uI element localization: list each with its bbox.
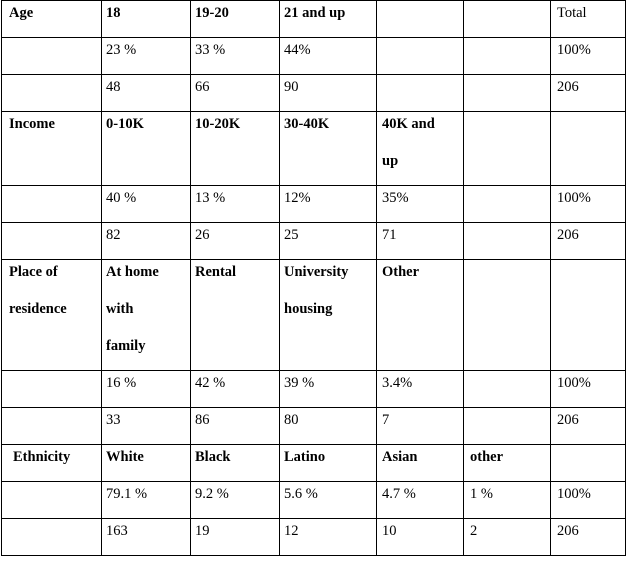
table-cell: 71 <box>376 222 464 260</box>
table-cell: 80 <box>279 407 377 445</box>
table-cell <box>1 370 102 408</box>
table-cell: At home with family <box>101 259 191 371</box>
table-cell: 19 <box>190 518 280 556</box>
table-cell: 206 <box>550 518 626 556</box>
table-cell: 33 % <box>190 37 280 75</box>
table-cell <box>463 0 551 38</box>
table-cell <box>550 111 626 186</box>
table-cell: 206 <box>550 222 626 260</box>
table-cell <box>1 74 102 112</box>
table-cell: 66 <box>190 74 280 112</box>
table-cell: 13 % <box>190 185 280 223</box>
table-cell: 4.7 % <box>376 481 464 519</box>
table-cell: 40 % <box>101 185 191 223</box>
table-row: 33 86 80 7 206 <box>1 407 626 445</box>
table-cell: 82 <box>101 222 191 260</box>
table-cell <box>1 518 102 556</box>
table-cell: 163 <box>101 518 191 556</box>
table-cell: 19-20 <box>190 0 280 38</box>
table-cell: White <box>101 444 191 482</box>
table-cell: 100% <box>550 37 626 75</box>
table-cell: University housing <box>279 259 377 371</box>
table-row: 16 % 42 % 39 % 3.4% 100% <box>1 370 626 408</box>
table-cell: 12% <box>279 185 377 223</box>
table-cell: 0-10K <box>101 111 191 186</box>
table-cell <box>376 0 464 38</box>
table-cell <box>463 185 551 223</box>
table-cell: Latino <box>279 444 377 482</box>
table-cell: 18 <box>101 0 191 38</box>
table-cell: 25 <box>279 222 377 260</box>
table-row-ethnicity-header: Ethnicity White Black Latino Asian other <box>1 444 626 482</box>
table-cell: other <box>463 444 551 482</box>
table-cell <box>1 481 102 519</box>
row-label-ethnicity: Ethnicity <box>1 444 102 482</box>
table-cell: 100% <box>550 481 626 519</box>
table-row: 82 26 25 71 206 <box>1 222 626 260</box>
table-row: 163 19 12 10 2 206 <box>1 518 626 556</box>
table-cell: 10-20K <box>190 111 280 186</box>
table-cell: 44% <box>279 37 377 75</box>
table-cell <box>1 185 102 223</box>
row-label-place-of-residence: Place of residence <box>1 259 102 371</box>
table-cell: 40K and up <box>376 111 464 186</box>
table-cell: 90 <box>279 74 377 112</box>
table-cell: 100% <box>550 185 626 223</box>
table-cell: 5.6 % <box>279 481 377 519</box>
table-row-residence-header: Place of residence At home with family R… <box>1 259 626 371</box>
table-cell <box>463 259 551 371</box>
table-cell <box>463 370 551 408</box>
table-cell: 1 % <box>463 481 551 519</box>
row-label-income: Income <box>1 111 102 186</box>
table-cell: 10 <box>376 518 464 556</box>
table-cell: 206 <box>550 74 626 112</box>
table-row: 48 66 90 206 <box>1 74 626 112</box>
table-cell <box>1 37 102 75</box>
table-cell: 86 <box>190 407 280 445</box>
table-cell: Black <box>190 444 280 482</box>
table-row: 79.1 % 9.2 % 5.6 % 4.7 % 1 % 100% <box>1 481 626 519</box>
table-cell <box>463 37 551 75</box>
table-cell: 3.4% <box>376 370 464 408</box>
table-cell: Other <box>376 259 464 371</box>
table-cell: 30-40K <box>279 111 377 186</box>
table-cell: 23 % <box>101 37 191 75</box>
total-header: Total <box>550 0 626 38</box>
table-cell: Asian <box>376 444 464 482</box>
table-cell <box>463 74 551 112</box>
table-cell: 100% <box>550 370 626 408</box>
row-label-age: Age <box>1 0 102 38</box>
table-cell <box>1 222 102 260</box>
table-row-income-header: Income 0-10K 10-20K 30-40K 40K and up <box>1 111 626 186</box>
table-cell: 206 <box>550 407 626 445</box>
table-cell: 9.2 % <box>190 481 280 519</box>
table-cell <box>1 407 102 445</box>
table-cell <box>550 444 626 482</box>
table-cell: Rental <box>190 259 280 371</box>
table-cell: 42 % <box>190 370 280 408</box>
table-cell: 33 <box>101 407 191 445</box>
table-cell: 48 <box>101 74 191 112</box>
table-cell <box>550 259 626 371</box>
table-cell <box>463 407 551 445</box>
table-cell: 21 and up <box>279 0 377 38</box>
table-cell: 7 <box>376 407 464 445</box>
table-cell: 79.1 % <box>101 481 191 519</box>
table-cell <box>463 222 551 260</box>
table-cell: 26 <box>190 222 280 260</box>
table-row: 23 % 33 % 44% 100% <box>1 37 626 75</box>
table-cell: 39 % <box>279 370 377 408</box>
table-cell <box>463 111 551 186</box>
table-cell <box>376 74 464 112</box>
table-cell: 12 <box>279 518 377 556</box>
table-cell: 2 <box>463 518 551 556</box>
table-cell <box>376 37 464 75</box>
table-row: 40 % 13 % 12% 35% 100% <box>1 185 626 223</box>
table-row-age-header: Age 18 19-20 21 and up Total <box>1 0 626 38</box>
table-cell: 35% <box>376 185 464 223</box>
table-cell: 16 % <box>101 370 191 408</box>
